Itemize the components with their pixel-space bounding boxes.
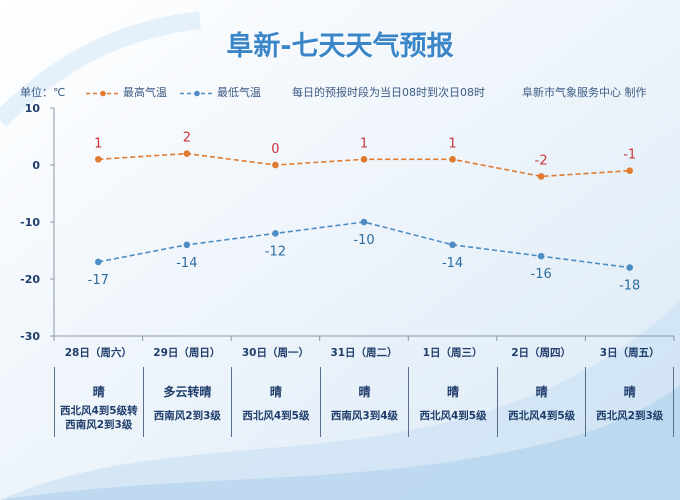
wind-line: 西北风4到5级转 [59,405,138,417]
x-tick-label: 28日（周六） [65,346,132,359]
weather-condition: 晴 [447,385,460,399]
weather-condition: 晴 [535,385,548,399]
wind-forecast: 西北风2到3级 [586,409,673,423]
wind-forecast: 西北风4到5级转 西南风2到3级 [55,404,143,432]
wind-forecast: 西北风4到5级 [232,409,320,423]
legend-high: 最高气温 [86,84,167,100]
high-temp-point [94,156,102,163]
wind-forecast: 西北风4到5级 [409,409,497,423]
wind-line: 西南风2到3级 [65,419,133,431]
low-temp-label: -10 [353,233,374,248]
y-tick-label: 10 [25,102,41,115]
producer-credit: 阜新市气象服务中心 制作 [522,86,647,99]
weather-condition: 晴 [623,385,636,399]
high-temp-label: 1 [94,136,102,151]
low-temp-label: -14 [442,256,463,271]
wind-line: 西北风4到5级 [419,410,487,422]
high-temp-label: 1 [448,136,456,151]
low-temp-point [449,241,456,249]
low-temp-label: -18 [619,279,640,294]
wind-forecast: 西北风4到5级 [498,409,586,423]
high-temp-point [360,156,368,163]
high-temp-point [272,161,279,169]
high-temp-point [537,173,545,180]
legend-low-marker [180,89,214,98]
low-temp-point [272,230,279,237]
low-temp-point [94,258,102,266]
y-tick-label: 0 [32,159,40,172]
x-tick-label: 31日（周二） [330,346,397,359]
wind-line: 西南风3到4级 [330,410,399,422]
weather-condition: 多云转晴 [163,385,212,399]
high-temp-point [183,150,191,157]
day-column: 晴西北风4到5级转 西南风2到3级 [54,367,143,437]
weather-condition: 晴 [358,385,371,399]
high-temp-label: -2 [535,153,548,168]
x-tick-label: 2日（周四） [511,346,571,359]
forecast-period-note: 每日的预报时段为当日08时到次日08时 [292,86,485,99]
wind-line: 西北风2到3级 [596,410,664,422]
low-temp-point [183,241,191,249]
high-temp-label: 2 [183,131,191,146]
daily-conditions-table: 晴西北风4到5级转 西南风2到3级 多云转晴 西南风2到3级晴西北风4到5级晴西南风3… [54,367,674,437]
wind-forecast: 西南风3到4级 [321,409,409,423]
low-temp-label: -17 [88,273,109,288]
low-temp-label: -12 [265,244,286,259]
day-column: 多云转晴西南风2到3级 [142,367,232,437]
wind-line: 西南风2到3级 [153,410,221,422]
legend-low: 最低气温 [180,84,261,100]
day-column: 晴西南风3到4级 [319,367,409,437]
low-temp-point [626,264,634,271]
day-column: 晴西北风4到5级 [231,367,320,437]
legend-low-label: 最低气温 [217,86,261,99]
high-temp-label: 0 [271,142,279,157]
high-temp-label: 1 [360,136,368,151]
low-temp-point [360,218,368,226]
page-title: 阜新-七天天气预报 [226,31,454,62]
wind-line: 西北风4到5级 [242,410,310,422]
x-tick-label: 29日（周日） [153,346,220,359]
wind-forecast: 西南风2到3级 [144,409,232,423]
day-column: 晴西北风4到5级 [496,367,586,437]
weather-condition: 晴 [269,385,282,399]
high-temp-point [626,167,634,174]
high-temp-point [449,156,456,163]
high-temp-label: -1 [623,148,636,163]
x-tick-label: 1日（周三） [423,346,483,359]
y-tick-label: -10 [20,216,40,229]
day-column: 晴西北风4到5级 [408,367,497,437]
weather-condition: 晴 [92,385,105,399]
day-column: 晴西北风2到3级 [585,367,674,437]
unit-label: 单位：℃ [20,86,66,99]
y-tick-label: -20 [20,273,40,286]
x-tick-label: 3日（周五） [600,346,660,359]
wind-line: 西北风4到5级 [508,410,576,422]
legend-high-label: 最高气温 [123,86,167,99]
x-tick-label: 30日（周一） [242,346,309,359]
legend-high-marker [86,89,120,98]
y-tick-label: -30 [20,330,40,343]
low-temp-label: -14 [176,256,197,271]
low-temp-point [537,252,545,260]
low-temp-label: -16 [531,267,552,282]
